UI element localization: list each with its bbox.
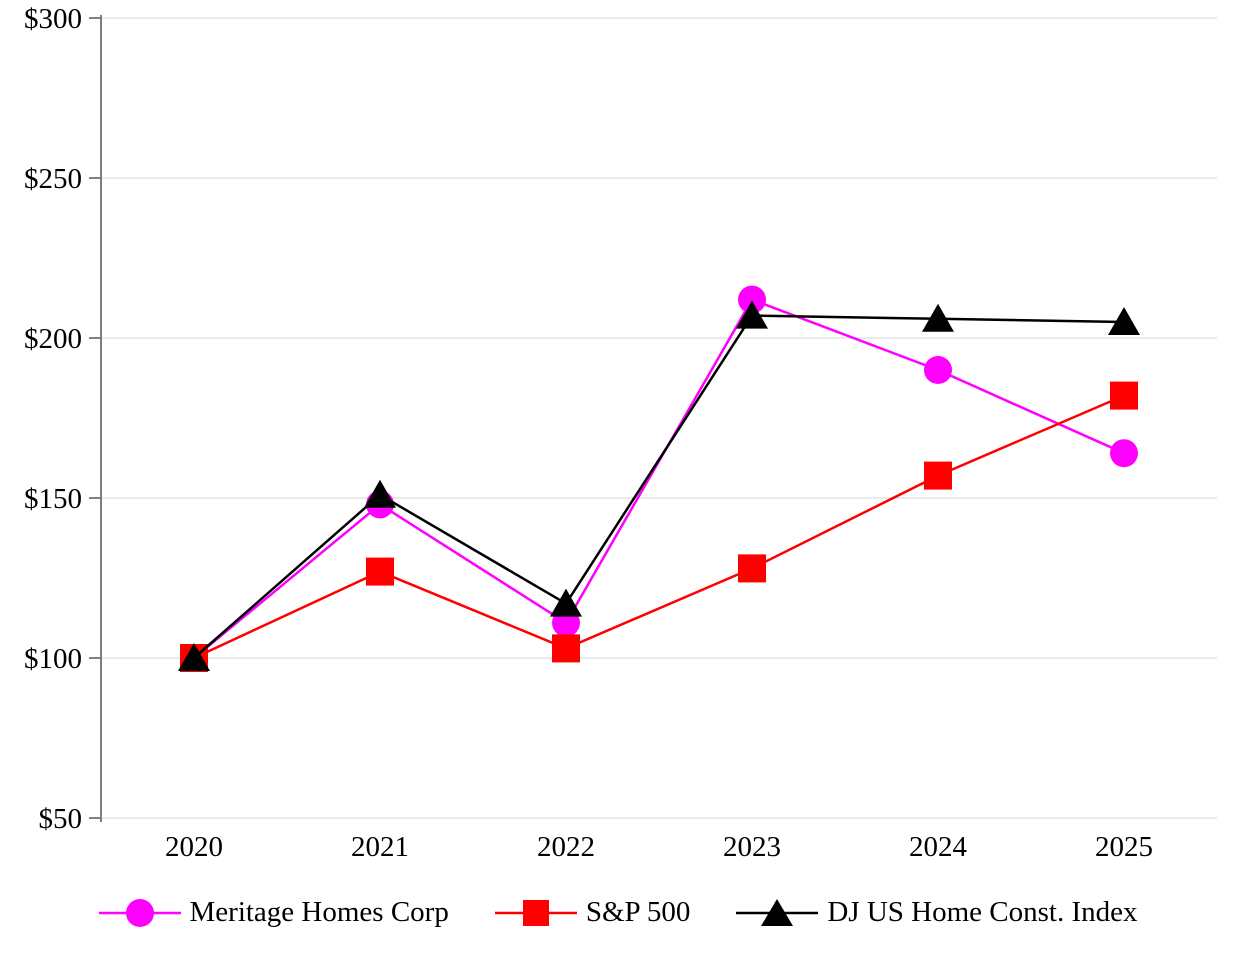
marker-s-p-500-2021 xyxy=(366,557,394,586)
marker-meritage-homes-corp-2023 xyxy=(738,285,766,314)
marker-s-p-500-2023 xyxy=(738,554,766,583)
marker-dj-us-home-const-index-2021 xyxy=(364,479,396,508)
marker-meritage-homes-corp-2024 xyxy=(924,356,952,384)
y-axis-label-100: $100 xyxy=(24,643,82,675)
marker-s-p-500-2025 xyxy=(1110,381,1138,410)
marker-dj-us-home-const-index-2025 xyxy=(1108,307,1140,335)
marker-dj-us-home-const-index-2023 xyxy=(736,300,768,329)
x-axis-label-2022: 2022 xyxy=(537,831,595,863)
x-axis-label-2020: 2020 xyxy=(165,831,223,863)
legend-label-sp500: S&P 500 xyxy=(585,896,691,928)
x-axis-label-2024: 2024 xyxy=(909,831,968,863)
line-dj-us-home-const-index xyxy=(193,314,1125,659)
y-axis-label-150: $150 xyxy=(24,483,82,515)
line-s-p-500 xyxy=(193,394,1125,660)
legend-label-meritage-homes-corp: Meritage Homes Corp xyxy=(189,896,449,928)
marker-s-p-500-2022 xyxy=(552,634,580,663)
red-square-marker-icon xyxy=(494,899,577,926)
x-axis-label-2023: 2023 xyxy=(723,831,781,863)
legend-item-sp500: S&P 500 xyxy=(494,896,691,929)
marker-dj-us-home-const-index-2022 xyxy=(550,588,582,617)
legend-label-dj-us-home-const-index: DJ US Home Const. Index xyxy=(827,896,1138,928)
x-axis-label-2021: 2021 xyxy=(351,831,409,863)
black-triangle-marker-icon xyxy=(736,898,819,926)
marker-s-p-500-2024 xyxy=(924,461,952,490)
chart-plot-area: $50 $100 $150 $200 $250 $300 2020 2021 2022 2023 2… xyxy=(24,3,1217,863)
y-axis-label-200: $200 xyxy=(24,323,82,355)
y-axis-label-50: $50 xyxy=(39,803,83,835)
chart-legend: Meritage Homes Corp S&P 500 DJ US Home C… xyxy=(0,896,1236,929)
y-axis-label-250: $250 xyxy=(24,163,82,195)
marker-dj-us-home-const-index-2020 xyxy=(178,643,210,671)
legend-item-dj-us-home-const-index: DJ US Home Const. Index xyxy=(736,896,1137,929)
y-axis-label-300: $300 xyxy=(24,3,82,35)
line-meritage-homes-corp xyxy=(193,298,1125,659)
legend-item-meritage-homes-corp: Meritage Homes Corp xyxy=(98,896,449,929)
magenta-circle-marker-icon xyxy=(98,898,181,927)
marker-dj-us-home-const-index-2024 xyxy=(922,303,954,332)
marker-meritage-homes-corp-2025 xyxy=(1110,439,1138,468)
x-axis-label-2025: 2025 xyxy=(1095,831,1153,863)
